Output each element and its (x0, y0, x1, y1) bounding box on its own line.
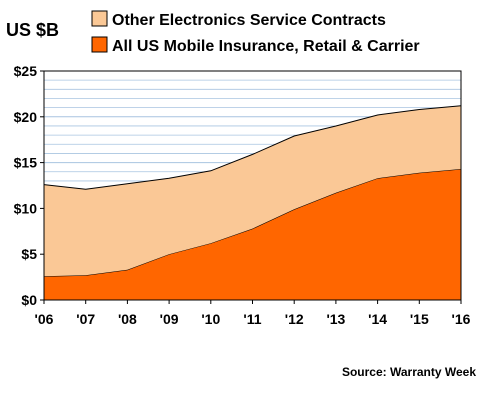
x-tick-label: '16 (452, 311, 471, 327)
legend-swatch-1 (92, 37, 107, 52)
x-tick-label: '09 (160, 311, 179, 327)
x-tick-label: '10 (201, 311, 220, 327)
legend: Other Electronics Service Contracts All U… (92, 11, 420, 55)
x-tick-label: '13 (326, 311, 345, 327)
y-tick-label: $15 (14, 155, 38, 171)
y-axis-title: US $B (6, 20, 59, 40)
y-tick-label: $25 (14, 63, 38, 79)
legend-swatch-2 (92, 11, 107, 26)
x-tick-label: '15 (410, 311, 429, 327)
x-tick-label: '12 (285, 311, 304, 327)
source-note: Source: Warranty Week (342, 365, 476, 379)
x-tick-label: '14 (368, 311, 387, 327)
x-tick-label: '11 (243, 311, 261, 327)
legend-label-2: Other Electronics Service Contracts (112, 12, 386, 29)
x-tick-label: '07 (76, 311, 95, 327)
x-tick-label: '08 (118, 311, 137, 327)
legend-label-1: All US Mobile Insurance, Retail & Carrie… (112, 38, 420, 55)
y-tick-label: $10 (14, 200, 38, 216)
x-tick-label: '06 (35, 311, 54, 327)
y-tick-label: $5 (21, 246, 37, 262)
y-tick-label: $0 (21, 292, 37, 308)
y-tick-label: $20 (14, 109, 38, 125)
